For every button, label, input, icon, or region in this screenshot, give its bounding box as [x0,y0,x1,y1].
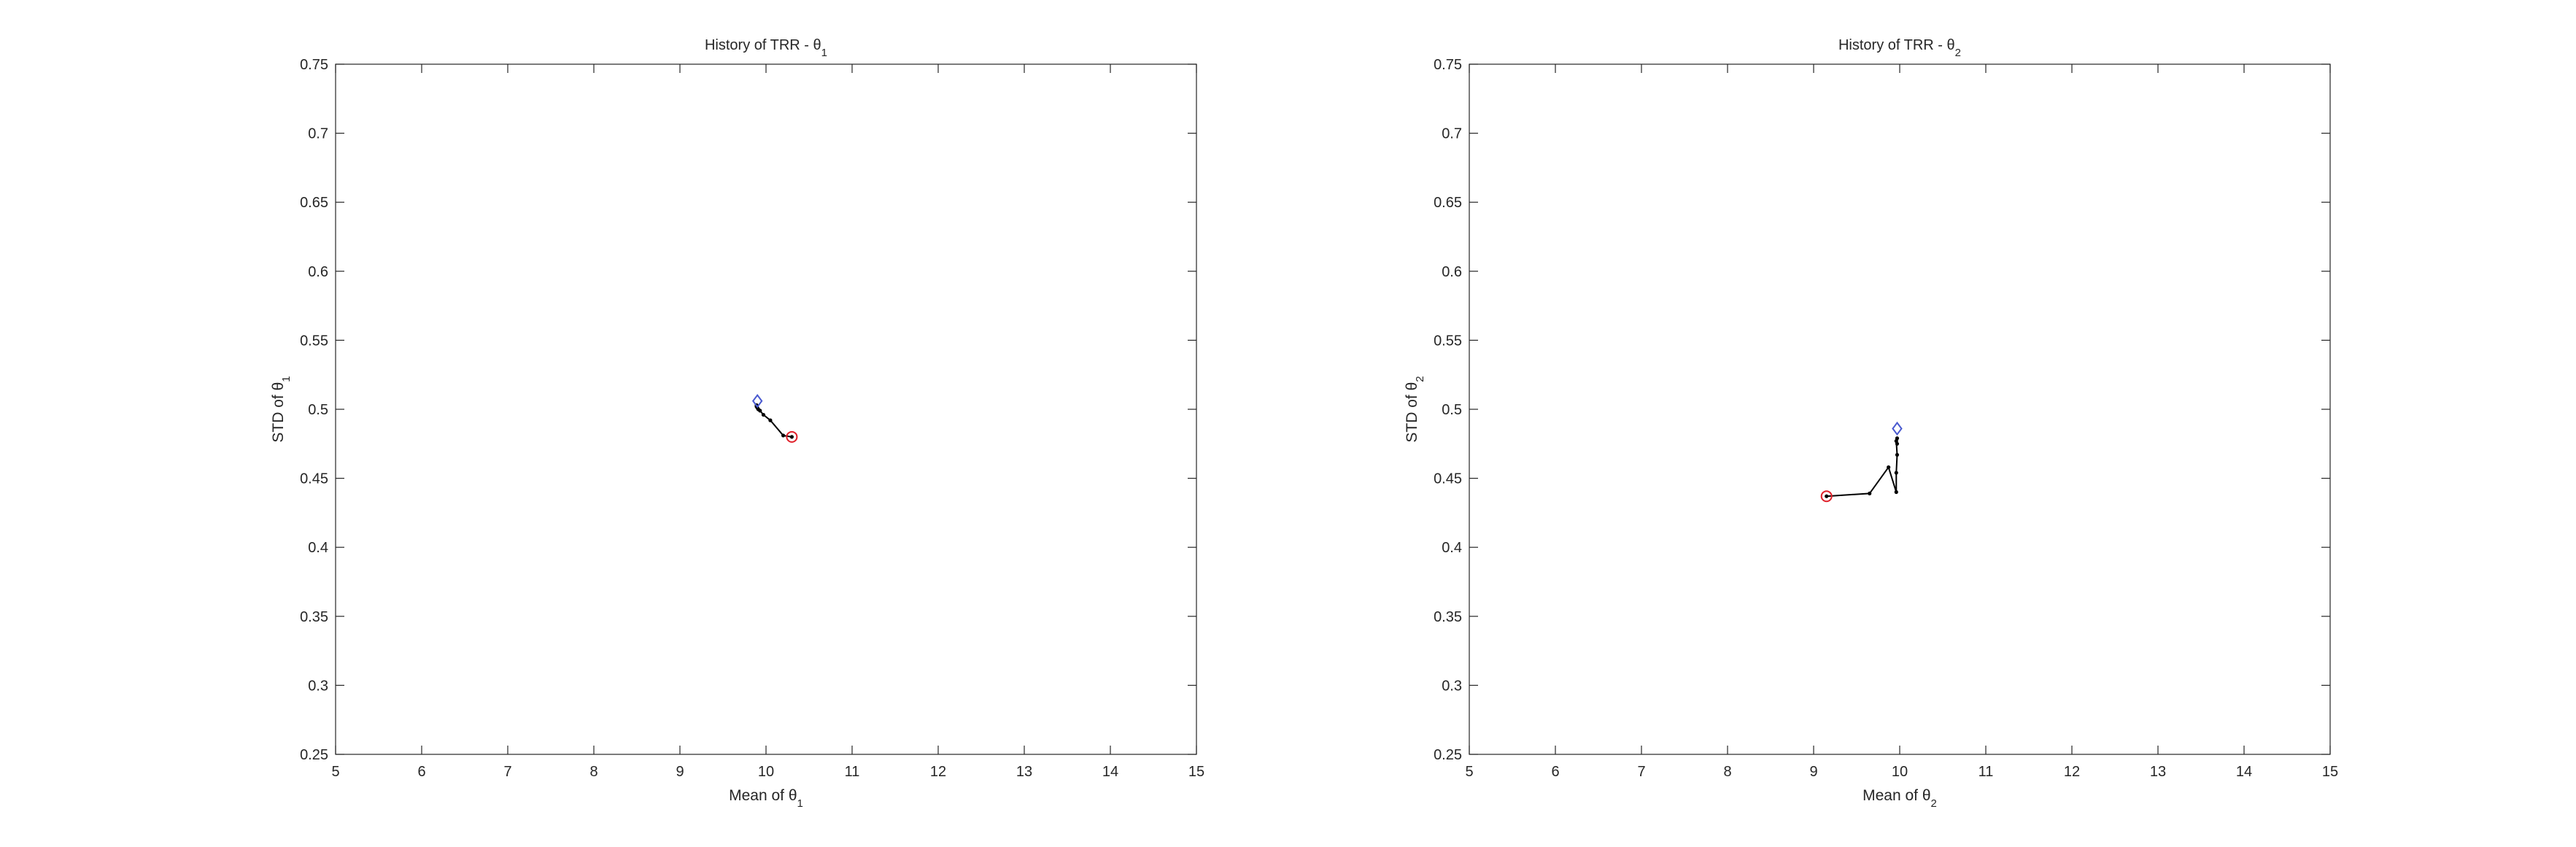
x-tick-label: 10 [758,764,774,780]
y-tick-label: 0.55 [300,333,328,349]
y-tick-label: 0.7 [308,126,328,142]
y-tick-label: 0.3 [1442,678,1462,694]
data-point [790,435,794,438]
x-tick-label: 7 [1637,764,1645,780]
x-tick-label: 5 [1465,764,1473,780]
x-tick-label: 11 [1979,764,1994,780]
x-tick-label: 12 [930,764,946,780]
data-point [781,433,785,437]
y-tick-label: 0.6 [1442,264,1462,280]
data-point [1895,490,1898,494]
x-tick-label: 11 [845,764,860,780]
y-tick-label: 0.4 [1442,540,1462,556]
data-point [1868,492,1871,495]
y-tick-label: 0.35 [1434,609,1462,625]
axes-box [1469,64,2330,754]
data-point [1887,465,1890,469]
axes-box [336,64,1196,754]
x-tick-label: 7 [503,764,511,780]
x-tick-label: 8 [1723,764,1731,780]
y-tick-label: 0.7 [1442,126,1462,142]
y-tick-label: 0.65 [1434,195,1462,211]
x-tick-label: 6 [417,764,425,780]
x-tick-label: 15 [1188,764,1204,780]
y-tick-label: 0.55 [1434,333,1462,349]
x-tick-label: 9 [1809,764,1817,780]
y-tick-label: 0.75 [1434,57,1462,73]
data-point [1895,442,1899,446]
x-tick-label: 13 [1016,764,1032,780]
data-point [1895,453,1899,457]
x-tick-label: 14 [1102,764,1118,780]
x-tick-label: 8 [589,764,597,780]
y-tick-label: 0.45 [1434,471,1462,487]
x-tick-label: 5 [331,764,339,780]
y-tick-label: 0.35 [300,609,328,625]
y-tick-label: 0.25 [300,747,328,763]
y-tick-label: 0.5 [1442,402,1462,418]
y-tick-label: 0.4 [308,540,328,556]
y-tick-label: 0.65 [300,195,328,211]
data-point [768,419,772,422]
y-tick-label: 0.25 [1434,747,1462,763]
chart-1: 5 6 7 8 9 10 11 12 13 14 15 0.25 0.3 0.35 0.4 0.45 0.5 0.… [270,37,1204,810]
data-point [1895,436,1899,440]
x-tick-label: 15 [2322,764,2338,780]
x-tick-label: 9 [676,764,684,780]
data-point [1825,495,1828,498]
x-tick-label: 12 [2064,764,2080,780]
y-tick-label: 0.45 [300,471,328,487]
x-tick-label: 10 [1892,764,1908,780]
x-tick-label: 13 [2150,764,2166,780]
chart-2: 5 6 7 8 9 10 11 12 13 14 15 0.25 0.3 0.35 0.4 0.45 0.5 0.… [1404,37,2338,810]
y-tick-label: 0.6 [308,264,328,280]
data-point [762,413,765,417]
y-tick-label: 0.75 [300,57,328,73]
y-tick-label: 0.5 [308,402,328,418]
x-tick-label: 14 [2236,764,2252,780]
y-tick-label: 0.3 [308,678,328,694]
x-tick-label: 6 [1551,764,1559,780]
data-point [1895,471,1898,474]
